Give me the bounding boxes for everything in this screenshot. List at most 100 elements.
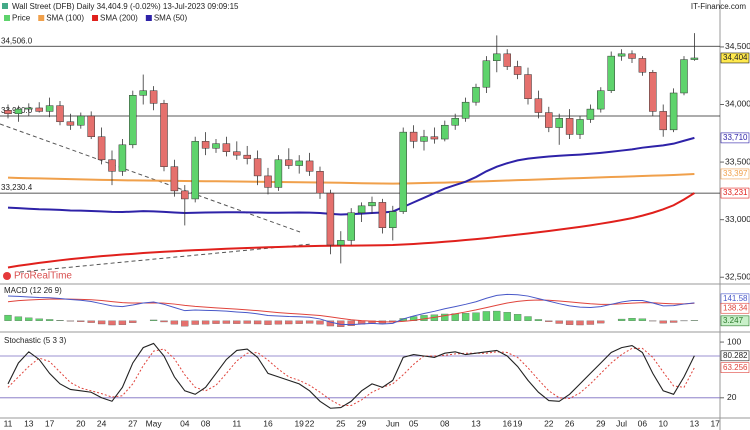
candle-body: [430, 136, 439, 140]
candle-body: [77, 115, 85, 126]
histogram-bar: [129, 320, 137, 323]
x-tick-label: 25: [336, 418, 346, 428]
candle-body: [285, 159, 293, 166]
value-label: 138.34: [723, 303, 748, 312]
sma-line: [7, 172, 695, 185]
candle-body: [305, 160, 314, 172]
candle-body: [139, 90, 147, 96]
histogram-bar: [170, 320, 179, 325]
y-tick-label: 100: [727, 336, 741, 346]
candle-body: [337, 240, 345, 246]
macd-line: [7, 293, 695, 326]
histogram-bar: [565, 320, 574, 325]
candle-body: [35, 107, 43, 112]
candle-body: [420, 136, 428, 142]
histogram-bar: [493, 310, 501, 321]
histogram-bar: [35, 318, 43, 321]
candle-body: [191, 141, 199, 200]
histogram-bar: [295, 320, 303, 324]
x-tick-label: 27: [128, 418, 138, 428]
histogram-bar: [305, 320, 314, 324]
legend-swatch: [4, 15, 10, 21]
level-label-box: [0, 183, 35, 193]
value-label: 80.282: [723, 351, 748, 360]
histogram-bar: [274, 320, 283, 325]
watermark-logo: [3, 272, 11, 280]
value-label: 33,710: [723, 133, 748, 142]
histogram-bar: [87, 320, 95, 323]
candle-body: [461, 101, 470, 119]
value-label: 3.247: [723, 316, 744, 325]
histogram-bar: [659, 320, 667, 324]
x-tick-label: Jul: [616, 418, 627, 428]
histogram-bar: [472, 312, 480, 321]
y-tick-label: 33,000: [725, 214, 750, 224]
x-tick-label: 16: [263, 418, 273, 428]
histogram-bar: [97, 320, 106, 325]
header-icon: [2, 3, 8, 9]
candle-body: [181, 190, 189, 200]
source: IT-Finance.com: [691, 2, 746, 11]
histogram-bar: [441, 313, 449, 321]
x-tick-label: 22: [544, 418, 554, 428]
candle-body: [576, 119, 584, 135]
histogram-bar: [253, 320, 262, 325]
level-label-box: [0, 36, 35, 46]
value-label-box: [720, 350, 750, 362]
histogram-bar: [555, 320, 563, 324]
candle-body: [326, 192, 335, 246]
x-tick-label: Jun: [386, 418, 400, 428]
value-label-box: [720, 315, 750, 327]
histogram-bar: [347, 320, 355, 326]
candle-body: [649, 72, 657, 112]
candle-body: [243, 154, 251, 159]
x-tick-label: 08: [440, 418, 450, 428]
candle-body: [201, 141, 210, 149]
histogram-bar: [77, 320, 85, 322]
candle-body: [45, 105, 54, 112]
histogram-bar: [191, 320, 199, 325]
histogram-bar: [576, 320, 584, 326]
candle-body: [212, 143, 220, 149]
candle-body: [97, 136, 106, 161]
candle-body: [108, 159, 116, 172]
legend-label: SMA (100): [46, 14, 84, 23]
value-label-box: [720, 362, 750, 373]
x-tick-label: 13: [24, 418, 34, 428]
histogram-bar: [181, 320, 189, 327]
histogram-bar: [586, 320, 595, 325]
histogram-bar: [45, 319, 54, 321]
x-tick-label: 04: [180, 418, 190, 428]
watermark: ProRealTime: [14, 271, 72, 282]
histogram-bar: [212, 320, 220, 324]
candle-body: [628, 53, 636, 59]
candle-body: [222, 143, 231, 152]
histogram-bar: [513, 314, 522, 321]
candle-body: [493, 53, 501, 61]
histogram-bar: [669, 320, 678, 323]
candle-body: [368, 202, 376, 207]
signal-line: [7, 298, 695, 323]
histogram-bar: [482, 311, 491, 321]
candle-body: [669, 92, 678, 131]
histogram-bar: [149, 319, 158, 321]
candle-body: [14, 108, 23, 114]
histogram-bar: [617, 318, 626, 321]
value-label-box: [720, 52, 750, 64]
histogram-bar: [503, 312, 511, 321]
y-tick-label: 33,500: [725, 156, 750, 166]
candle-body: [659, 111, 667, 131]
candle-body: [472, 86, 480, 103]
candle-body: [378, 202, 387, 228]
candle-body: [534, 98, 543, 113]
value-label-box: [720, 302, 750, 314]
histogram-bar: [264, 320, 272, 325]
histogram-bar: [534, 319, 543, 321]
candle-body: [253, 158, 262, 177]
candle-body: [441, 124, 449, 140]
legend-swatch: [92, 15, 99, 21]
x-tick-label: 29: [596, 418, 606, 428]
histogram-bar: [4, 314, 12, 321]
candle-body: [347, 212, 355, 241]
